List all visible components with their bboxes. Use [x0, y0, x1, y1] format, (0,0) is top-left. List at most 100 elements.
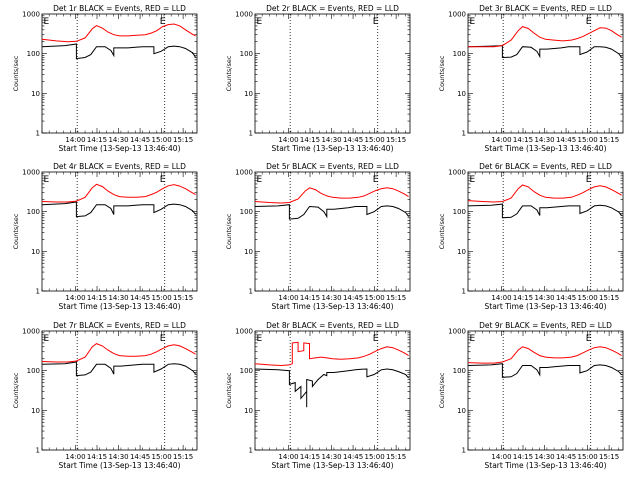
- panel-det-2: Det 2r BLACK = Events, RED = LLD 1 10 100 10…: [225, 4, 411, 153]
- y-axis-label: Counts/sec: [438, 213, 446, 249]
- x-tick-label: 14:00: [491, 294, 511, 302]
- x-tick-label: 15:15: [599, 136, 619, 144]
- x-axis-label: Start Time (13-Sep-13 13:46:40): [59, 461, 181, 470]
- e-marker: E: [43, 334, 49, 344]
- x-tick-label: 14:15: [513, 294, 533, 302]
- y-tick-label: 100: [453, 50, 466, 58]
- x-tick-label: 14:00: [278, 294, 298, 302]
- x-axis-label: Start Time (13-Sep-13 13:46:40): [485, 461, 607, 470]
- x-axis-label: Start Time (13-Sep-13 13:46:40): [272, 302, 394, 311]
- y-tick-label: 1000: [22, 11, 40, 19]
- y-axis-label: Counts/sec: [12, 372, 20, 408]
- y-tick-label: 1000: [22, 169, 40, 177]
- y-tick-label: 100: [453, 367, 466, 375]
- x-tick-label: 14:30: [534, 136, 554, 144]
- panel-title: Det 1r BLACK = Events, RED = LLD: [53, 4, 186, 13]
- plot-frame: [254, 171, 411, 292]
- y-tick-label: 1000: [235, 169, 253, 177]
- plot-frame: [254, 330, 411, 451]
- y-tick-label: 10: [457, 407, 466, 415]
- y-tick-label: 1000: [235, 11, 253, 19]
- x-tick-label: 14:00: [65, 453, 85, 461]
- plot-frame: [467, 13, 624, 134]
- y-tick-label: 1: [36, 447, 40, 455]
- x-tick-label: 14:30: [321, 453, 341, 461]
- plot-frame: [467, 330, 624, 451]
- x-tick-label: 14:00: [491, 453, 511, 461]
- y-axis-label: Counts/sec: [438, 372, 446, 408]
- y-tick-label: 10: [31, 90, 40, 98]
- y-tick-label: 1000: [448, 11, 466, 19]
- events-series-line: [254, 204, 410, 220]
- x-tick-label: 15:15: [173, 294, 193, 302]
- x-tick-label: 14:15: [300, 453, 320, 461]
- x-tick-label: 15:00: [578, 294, 598, 302]
- plot-frame: [41, 330, 198, 451]
- panel-title: Det 5r BLACK = Events, RED = LLD: [266, 162, 399, 171]
- panel-title: Det 6r BLACK = Events, RED = LLD: [479, 162, 612, 171]
- panel-det-3: Det 3r BLACK = Events, RED = LLD 1 10 100 10…: [438, 4, 624, 153]
- x-tick-label: 15:15: [599, 453, 619, 461]
- panel-det-7: Det 7r BLACK = Events, RED = LLD 1 10 100 10…: [12, 321, 198, 470]
- x-tick-label: 14:15: [87, 136, 107, 144]
- plot-frame: [41, 171, 198, 292]
- x-axis-label: Start Time (13-Sep-13 13:46:40): [59, 302, 181, 311]
- x-tick-label: 14:45: [343, 453, 363, 461]
- x-tick-label: 15:15: [173, 453, 193, 461]
- lld-series-line: [467, 184, 622, 203]
- y-axis-label: Counts/sec: [12, 213, 20, 249]
- x-tick-label: 15:00: [152, 294, 172, 302]
- e-marker: E: [43, 175, 49, 185]
- x-tick-label: 15:00: [578, 136, 598, 144]
- x-tick-label: 14:45: [556, 453, 576, 461]
- x-tick-label: 14:45: [556, 294, 576, 302]
- y-tick-label: 10: [244, 407, 253, 415]
- y-tick-label: 10: [457, 248, 466, 256]
- y-tick-label: 10: [244, 248, 253, 256]
- y-axis-label: Counts/sec: [225, 372, 233, 408]
- plot-frame: [254, 13, 411, 134]
- y-tick-label: 100: [27, 50, 40, 58]
- x-tick-label: 15:15: [386, 136, 406, 144]
- y-tick-label: 10: [31, 248, 40, 256]
- plot-frame: [467, 171, 624, 292]
- y-tick-label: 100: [27, 208, 40, 216]
- y-tick-label: 1000: [235, 328, 253, 336]
- x-tick-label: 14:15: [300, 294, 320, 302]
- y-tick-label: 1: [462, 130, 466, 138]
- panel-title: Det 9r BLACK = Events, RED = LLD: [479, 321, 612, 330]
- x-tick-label: 14:45: [343, 136, 363, 144]
- panel-det-4: Det 4r BLACK = Events, RED = LLD 1 10 100 10…: [12, 162, 198, 311]
- x-tick-label: 15:00: [152, 136, 172, 144]
- x-tick-label: 15:00: [365, 136, 385, 144]
- x-tick-label: 14:45: [343, 294, 363, 302]
- x-tick-label: 14:30: [534, 294, 554, 302]
- e-marker: E: [160, 17, 166, 27]
- lld-series-line: [254, 341, 409, 367]
- x-axis-label: Start Time (13-Sep-13 13:46:40): [272, 461, 394, 470]
- panel-det-5: Det 5r BLACK = Events, RED = LLD 1 10 100 10…: [225, 162, 411, 311]
- y-axis-label: Counts/sec: [12, 55, 20, 91]
- x-axis-label: Start Time (13-Sep-13 13:46:40): [485, 144, 607, 153]
- x-tick-label: 15:15: [599, 294, 619, 302]
- y-tick-label: 1: [462, 288, 466, 296]
- panel-title: Det 7r BLACK = Events, RED = LLD: [53, 321, 186, 330]
- e-marker: E: [469, 17, 475, 27]
- plot-frame: [41, 13, 198, 134]
- y-axis-label: Counts/sec: [438, 55, 446, 91]
- x-tick-label: 14:30: [108, 453, 128, 461]
- y-tick-label: 1: [249, 130, 253, 138]
- x-tick-label: 14:15: [87, 294, 107, 302]
- x-tick-label: 14:45: [130, 294, 150, 302]
- x-tick-label: 15:00: [152, 453, 172, 461]
- x-axis-label: Start Time (13-Sep-13 13:46:40): [59, 144, 181, 153]
- y-tick-label: 100: [240, 50, 253, 58]
- panel-title: Det 2r BLACK = Events, RED = LLD: [266, 4, 399, 13]
- e-marker: E: [469, 334, 475, 344]
- y-tick-label: 1: [36, 288, 40, 296]
- e-marker: E: [43, 17, 49, 27]
- lld-series-line: [467, 346, 622, 364]
- x-tick-label: 14:45: [130, 136, 150, 144]
- e-marker: E: [586, 175, 592, 185]
